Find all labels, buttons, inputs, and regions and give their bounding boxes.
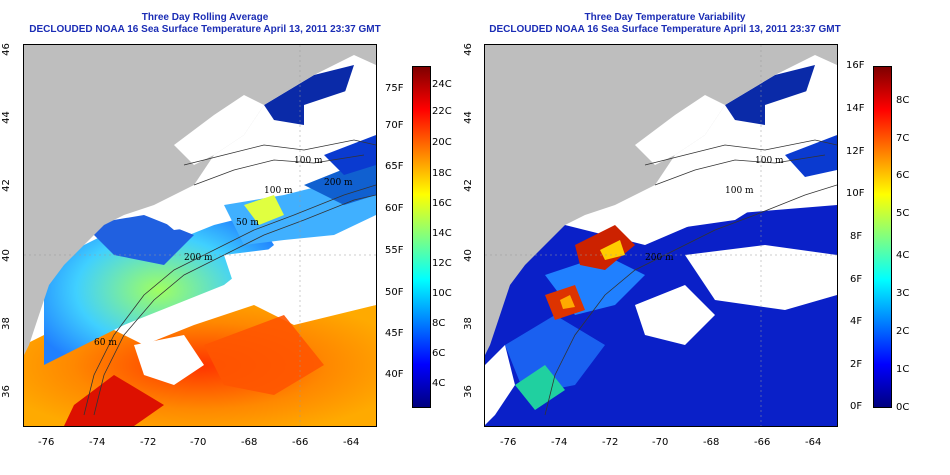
right-depth-label-3: 200 m bbox=[645, 253, 674, 263]
left-cbar-label-c: 8C bbox=[432, 318, 446, 329]
left-cbar-label-c: 20C bbox=[432, 137, 452, 148]
right-ytick: 36 bbox=[462, 385, 474, 398]
right-cbar-label-c: 4C bbox=[896, 250, 910, 261]
left-cbar-label-c: 24C bbox=[432, 79, 452, 90]
left-sst-map: 100 m 100 m 200 m 200 m 50 m 60 m bbox=[23, 44, 377, 427]
right-cbar-label-f: 4F bbox=[850, 316, 863, 327]
right-cbar-label-f: 14F bbox=[846, 103, 865, 114]
right-cbar-label-f: 16F bbox=[846, 60, 865, 71]
right-cbar-label-f: 6F bbox=[850, 274, 863, 285]
right-ytick: 44 bbox=[462, 111, 474, 124]
right-xtick: -64 bbox=[805, 437, 822, 448]
left-cbar-label-c: 4C bbox=[432, 378, 446, 389]
right-ytick: 40 bbox=[462, 249, 474, 262]
right-xtick: -66 bbox=[754, 437, 771, 448]
left-cbar-label-f: 40F bbox=[385, 369, 404, 380]
left-depth-label-3: 200 m bbox=[324, 178, 353, 188]
right-depth-label-1: 100 m bbox=[755, 156, 784, 166]
right-cbar-label-f: 2F bbox=[850, 359, 863, 370]
left-depth-label-6: 60 m bbox=[94, 338, 117, 348]
left-xtick: -68 bbox=[241, 437, 258, 448]
left-cbar-label-c: 10C bbox=[432, 288, 452, 299]
right-ytick: 42 bbox=[462, 179, 474, 192]
right-cbar-label-f: 8F bbox=[850, 231, 863, 242]
left-depth-label-2: 100 m bbox=[264, 186, 293, 196]
left-cbar-label-f: 60F bbox=[385, 203, 404, 214]
left-cbar-label-f: 45F bbox=[385, 328, 404, 339]
right-cbar-label-c: 1C bbox=[896, 364, 910, 375]
left-depth-label-5: 50 m bbox=[236, 218, 259, 228]
right-ytick: 38 bbox=[462, 317, 474, 330]
left-title-line2: DECLOUDED NOAA 16 Sea Surface Temperatur… bbox=[29, 24, 381, 35]
right-ytick: 46 bbox=[462, 43, 474, 56]
left-xtick: -72 bbox=[140, 437, 157, 448]
left-title-line1: Three Day Rolling Average bbox=[141, 12, 269, 23]
left-cbar-label-c: 12C bbox=[432, 258, 452, 269]
right-xtick: -76 bbox=[500, 437, 517, 448]
right-cbar-label-c: 2C bbox=[896, 326, 910, 337]
left-cbar-label-f: 55F bbox=[385, 245, 404, 256]
right-cbar-label-f: 10F bbox=[846, 188, 865, 199]
right-title-line2: DECLOUDED NOAA 16 Sea Surface Temperatur… bbox=[489, 24, 841, 35]
left-xtick: -76 bbox=[38, 437, 55, 448]
right-cbar-label-c: 5C bbox=[896, 208, 910, 219]
right-cbar-label-f: 0F bbox=[850, 401, 863, 412]
right-colorbar bbox=[873, 66, 892, 408]
left-ytick: 38 bbox=[0, 317, 12, 330]
right-cbar-label-c: 8C bbox=[896, 95, 910, 106]
right-xtick: -70 bbox=[652, 437, 669, 448]
left-ytick: 40 bbox=[0, 249, 12, 262]
left-map-canvas: 100 m 100 m 200 m 200 m 50 m 60 m bbox=[24, 45, 376, 426]
left-xtick: -64 bbox=[343, 437, 360, 448]
right-depth-label-2: 100 m bbox=[725, 186, 754, 196]
left-colorbar bbox=[412, 66, 431, 408]
left-cbar-label-f: 75F bbox=[385, 83, 404, 94]
right-xtick: -68 bbox=[703, 437, 720, 448]
right-cbar-label-c: 6C bbox=[896, 170, 910, 181]
right-cbar-label-c: 7C bbox=[896, 133, 910, 144]
left-ytick: 46 bbox=[0, 43, 12, 56]
right-cbar-label-c: 3C bbox=[896, 288, 910, 299]
right-title-line1: Three Day Temperature Variability bbox=[584, 12, 746, 23]
left-cbar-label-c: 22C bbox=[432, 106, 452, 117]
right-xtick: -72 bbox=[602, 437, 619, 448]
left-cbar-label-c: 18C bbox=[432, 168, 452, 179]
left-cbar-label-f: 70F bbox=[385, 120, 404, 131]
left-cbar-label-f: 65F bbox=[385, 161, 404, 172]
left-cbar-label-c: 16C bbox=[432, 198, 452, 209]
left-ytick: 36 bbox=[0, 385, 12, 398]
left-xtick: -66 bbox=[292, 437, 309, 448]
right-variability-map: 100 m 100 m 200 m bbox=[484, 44, 838, 427]
left-ytick: 42 bbox=[0, 179, 12, 192]
left-cbar-label-c: 14C bbox=[432, 228, 452, 239]
right-xtick: -74 bbox=[551, 437, 568, 448]
left-ytick: 44 bbox=[0, 111, 12, 124]
left-depth-label-1: 100 m bbox=[294, 156, 323, 166]
right-cbar-label-c: 0C bbox=[896, 402, 910, 413]
left-depth-label-4: 200 m bbox=[184, 253, 213, 263]
right-cbar-label-f: 12F bbox=[846, 146, 865, 157]
right-map-canvas: 100 m 100 m 200 m bbox=[485, 45, 837, 426]
left-xtick: -70 bbox=[190, 437, 207, 448]
left-cbar-label-f: 50F bbox=[385, 287, 404, 298]
left-cbar-label-c: 6C bbox=[432, 348, 446, 359]
left-xtick: -74 bbox=[89, 437, 106, 448]
